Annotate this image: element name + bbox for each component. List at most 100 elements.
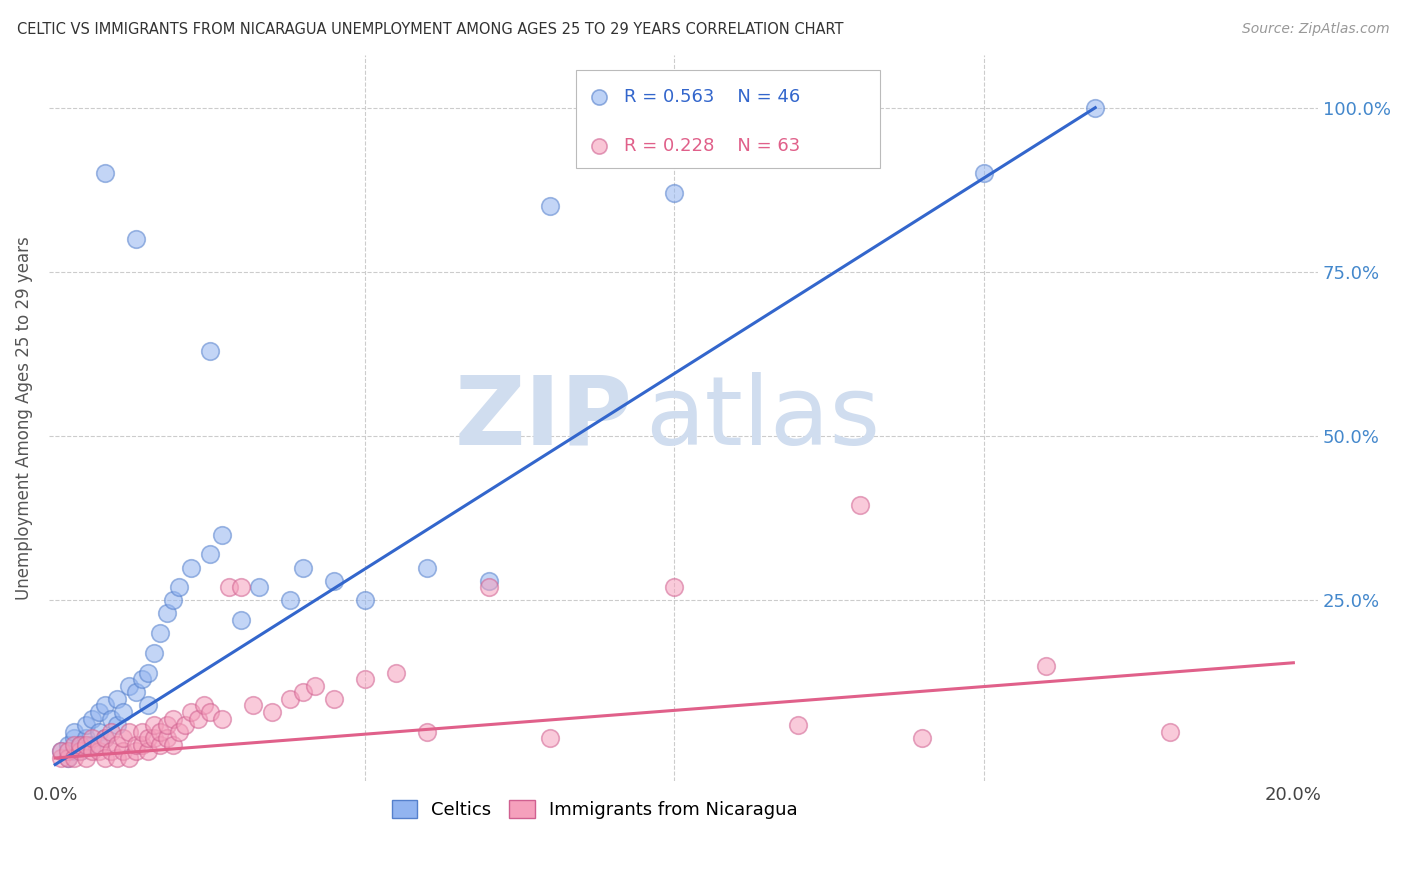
Point xyxy=(124,744,146,758)
Point xyxy=(100,712,122,726)
Point xyxy=(180,705,202,719)
Point xyxy=(187,712,209,726)
Point xyxy=(105,751,128,765)
Point xyxy=(167,724,190,739)
Point xyxy=(249,580,271,594)
Point xyxy=(87,724,110,739)
Point xyxy=(242,698,264,713)
Point xyxy=(477,580,499,594)
Point xyxy=(62,744,84,758)
Point xyxy=(82,738,104,752)
Point xyxy=(75,738,97,752)
Y-axis label: Unemployment Among Ages 25 to 29 years: Unemployment Among Ages 25 to 29 years xyxy=(15,236,32,600)
Text: CELTIC VS IMMIGRANTS FROM NICARAGUA UNEMPLOYMENT AMONG AGES 25 TO 29 YEARS CORRE: CELTIC VS IMMIGRANTS FROM NICARAGUA UNEM… xyxy=(17,22,844,37)
Point xyxy=(1035,659,1057,673)
Point xyxy=(112,731,135,746)
Point xyxy=(62,731,84,746)
Point xyxy=(93,731,115,746)
Point xyxy=(75,738,97,752)
Point xyxy=(291,560,314,574)
Point xyxy=(304,679,326,693)
Point xyxy=(82,731,104,746)
Point xyxy=(155,718,177,732)
Point xyxy=(69,744,91,758)
Text: R = 0.228    N = 63: R = 0.228 N = 63 xyxy=(624,136,800,155)
Point xyxy=(322,574,344,588)
Point xyxy=(218,580,240,594)
Point xyxy=(93,751,115,765)
Point xyxy=(162,593,184,607)
Point xyxy=(100,724,122,739)
Point xyxy=(911,731,934,746)
Point xyxy=(180,560,202,574)
Point xyxy=(87,744,110,758)
Point xyxy=(87,738,110,752)
Point xyxy=(51,751,73,765)
Point xyxy=(1159,724,1181,739)
Point xyxy=(131,724,153,739)
Point xyxy=(118,724,141,739)
Point xyxy=(143,646,166,660)
Point xyxy=(353,672,375,686)
Point xyxy=(193,698,215,713)
Point xyxy=(100,744,122,758)
Point xyxy=(124,738,146,752)
Point xyxy=(849,498,872,512)
Point xyxy=(384,665,406,680)
Point xyxy=(82,712,104,726)
Point xyxy=(538,731,561,746)
Point xyxy=(56,738,79,752)
Point xyxy=(69,738,91,752)
Point xyxy=(62,738,84,752)
Point xyxy=(56,751,79,765)
Legend: Celtics, Immigrants from Nicaragua: Celtics, Immigrants from Nicaragua xyxy=(384,793,806,826)
Point xyxy=(118,751,141,765)
Point xyxy=(124,232,146,246)
FancyBboxPatch shape xyxy=(575,70,880,168)
Point xyxy=(155,607,177,621)
Text: R = 0.563    N = 46: R = 0.563 N = 46 xyxy=(624,88,800,106)
Point xyxy=(211,527,233,541)
Point xyxy=(174,718,197,732)
Point xyxy=(56,751,79,765)
Point xyxy=(124,685,146,699)
Point xyxy=(112,744,135,758)
Text: Source: ZipAtlas.com: Source: ZipAtlas.com xyxy=(1241,22,1389,37)
Point xyxy=(69,744,91,758)
Point xyxy=(260,705,283,719)
Point xyxy=(167,580,190,594)
Point xyxy=(105,738,128,752)
Point xyxy=(136,698,159,713)
Point xyxy=(136,744,159,758)
Point xyxy=(280,692,302,706)
Text: ZIP: ZIP xyxy=(456,372,633,465)
Point xyxy=(664,186,686,200)
Point xyxy=(75,718,97,732)
Point xyxy=(198,343,221,358)
Point xyxy=(136,665,159,680)
Point xyxy=(112,705,135,719)
Point xyxy=(149,626,172,640)
Point xyxy=(1084,101,1107,115)
Point xyxy=(131,738,153,752)
Point xyxy=(131,672,153,686)
Point xyxy=(87,705,110,719)
Point xyxy=(105,718,128,732)
Point xyxy=(229,613,252,627)
Point xyxy=(162,738,184,752)
Point xyxy=(198,547,221,561)
Point xyxy=(322,692,344,706)
Point xyxy=(229,580,252,594)
Point xyxy=(143,731,166,746)
Point xyxy=(62,751,84,765)
Point xyxy=(51,744,73,758)
Point xyxy=(198,705,221,719)
Point xyxy=(118,679,141,693)
Point xyxy=(105,692,128,706)
Point xyxy=(477,574,499,588)
Point xyxy=(155,731,177,746)
Point xyxy=(82,744,104,758)
Point xyxy=(162,712,184,726)
Point xyxy=(93,731,115,746)
Text: atlas: atlas xyxy=(645,372,880,465)
